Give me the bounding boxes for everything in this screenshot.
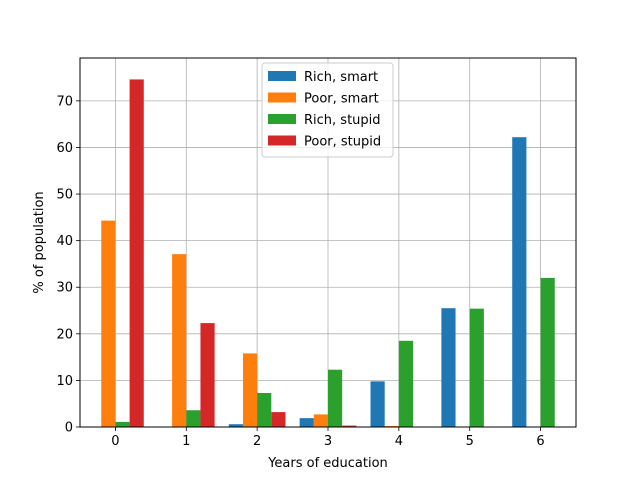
legend-label: Rich, smart (304, 70, 378, 85)
bar (271, 412, 286, 427)
bar (101, 220, 116, 427)
legend: Rich, smart Poor, smart Rich, stupid Poor, … (261, 62, 394, 158)
bar (370, 381, 385, 427)
legend-swatch (268, 92, 296, 103)
bar (115, 421, 130, 427)
bar (228, 424, 243, 427)
bar (441, 308, 456, 427)
bar (257, 392, 272, 427)
bar (299, 418, 314, 427)
x-tick-label: 2 (253, 434, 261, 449)
x-tick-label: 6 (536, 434, 544, 449)
y-tick-label: 20 (56, 327, 73, 342)
legend-label: Poor, stupid (304, 135, 381, 150)
y-tick-label: 10 (56, 374, 73, 389)
legend-box (261, 62, 394, 158)
bars (101, 79, 555, 428)
bar (129, 79, 144, 427)
bar (328, 369, 343, 427)
x-axis-label: Years of education (267, 456, 388, 471)
bar (313, 414, 328, 427)
bar (186, 410, 201, 427)
y-tick-label: 70 (56, 94, 73, 109)
legend-swatch (268, 135, 296, 146)
y-tick-label: 30 (56, 281, 73, 296)
x-tick-label: 4 (395, 434, 403, 449)
bar (200, 323, 215, 427)
bar (540, 277, 555, 427)
x-tick-label: 0 (111, 434, 119, 449)
y-tick-label: 50 (56, 188, 73, 203)
legend-swatch (268, 71, 296, 81)
bar (398, 340, 414, 427)
bar (342, 425, 357, 427)
bar (469, 308, 484, 427)
bar (512, 137, 527, 428)
y-axis-label: % of population (32, 191, 47, 293)
x-tick-label: 1 (182, 434, 190, 449)
x-tick-label: 5 (466, 434, 474, 449)
y-tick-label: 40 (56, 234, 73, 249)
bar (172, 254, 187, 427)
legend-label: Poor, smart (304, 92, 379, 107)
y-tick-label: 60 (56, 141, 73, 156)
x-tick-label: 3 (324, 434, 332, 449)
legend-swatch (268, 114, 296, 124)
y-tick-label: 0 (65, 421, 73, 436)
legend-label: Rich, stupid (304, 113, 381, 128)
bar (242, 353, 258, 427)
